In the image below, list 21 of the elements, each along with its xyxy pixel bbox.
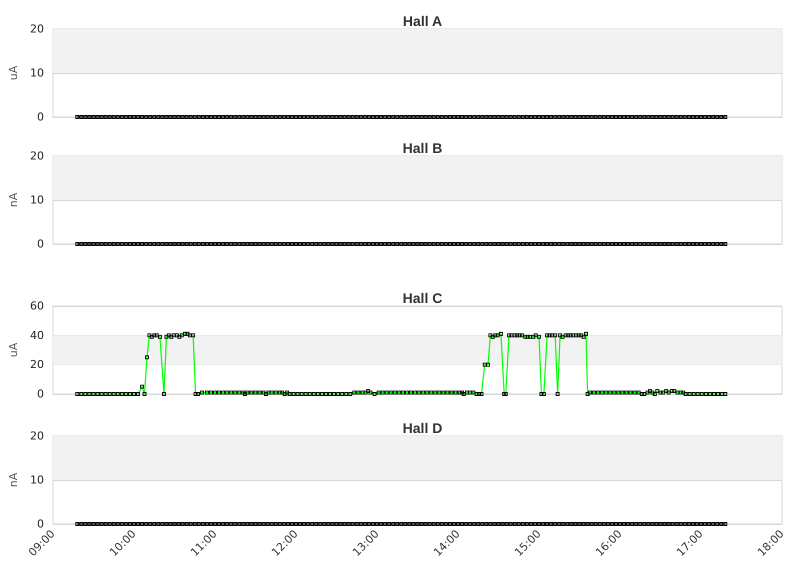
chart-title: Hall B xyxy=(402,140,442,156)
y-tick-label: 0 xyxy=(37,238,44,250)
y-axis-title: uA xyxy=(7,65,20,80)
chart-title: Hall D xyxy=(402,420,442,436)
y-axis-title: uA xyxy=(7,342,20,358)
y-tick-label: 20 xyxy=(30,22,44,36)
y-tick-label: 10 xyxy=(30,194,44,206)
y-tick-label: 0 xyxy=(37,388,44,400)
y-tick-label: 0 xyxy=(37,110,44,124)
y-tick-label: 0 xyxy=(37,518,44,530)
chart-title: Hall C xyxy=(402,290,442,306)
y-tick-label: 10 xyxy=(30,66,44,80)
y-axis-title: nA xyxy=(7,472,20,488)
y-tick-label: 10 xyxy=(30,474,44,486)
y-tick-label: 20 xyxy=(30,358,44,372)
y-tick-label: 20 xyxy=(30,430,44,442)
y-axis-title: nA xyxy=(7,192,20,208)
y-tick-label: 40 xyxy=(30,328,44,342)
chart-title: Hall A xyxy=(402,13,442,29)
y-tick-label: 20 xyxy=(30,150,44,162)
y-tick-label: 60 xyxy=(30,300,44,312)
